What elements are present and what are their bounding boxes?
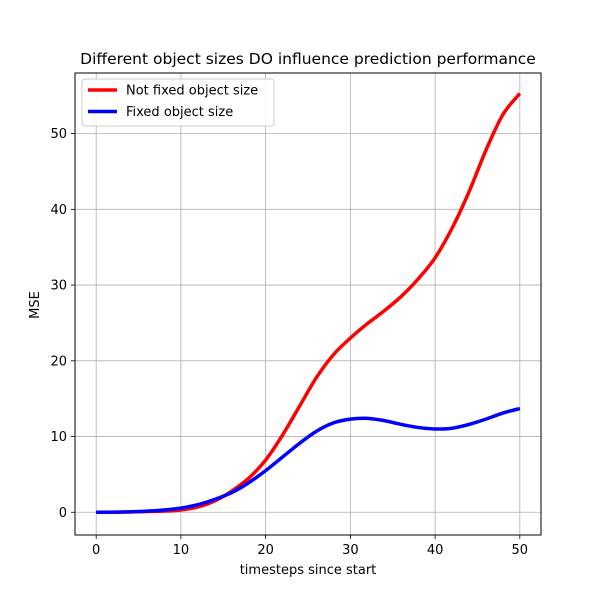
y-tick-label: 0 (59, 506, 67, 521)
x-tick-label: 10 (173, 543, 190, 558)
legend-label: Not fixed object size (126, 84, 258, 99)
y-tick-label: 10 (50, 430, 67, 445)
legend: Not fixed object size Fixed object size (81, 78, 275, 127)
x-tick-label: 20 (257, 543, 274, 558)
y-axis-label: MSE (28, 291, 43, 319)
x-tick-label: 0 (92, 543, 100, 558)
plot-frame (74, 72, 542, 536)
x-tick-label: 50 (512, 543, 529, 558)
grid (75, 73, 541, 535)
axis-ticks: 0 10 20 30 40 50 0 10 20 30 40 50 (50, 127, 528, 558)
legend-box (81, 78, 275, 127)
series-line-fixed-object-size (96, 406, 521, 515)
legend-label: Fixed object size (126, 105, 233, 120)
chart-title: Different object sizes DO influence pred… (80, 50, 536, 68)
y-tick-label: 20 (50, 354, 67, 369)
series-lines (96, 92, 522, 515)
x-tick-label: 30 (342, 543, 359, 558)
x-axis-label: timesteps since start (240, 563, 377, 578)
y-tick-label: 50 (50, 127, 67, 142)
x-tick-label: 40 (427, 543, 444, 558)
y-tick-label: 40 (50, 203, 67, 218)
y-tick-label: 30 (50, 279, 67, 294)
